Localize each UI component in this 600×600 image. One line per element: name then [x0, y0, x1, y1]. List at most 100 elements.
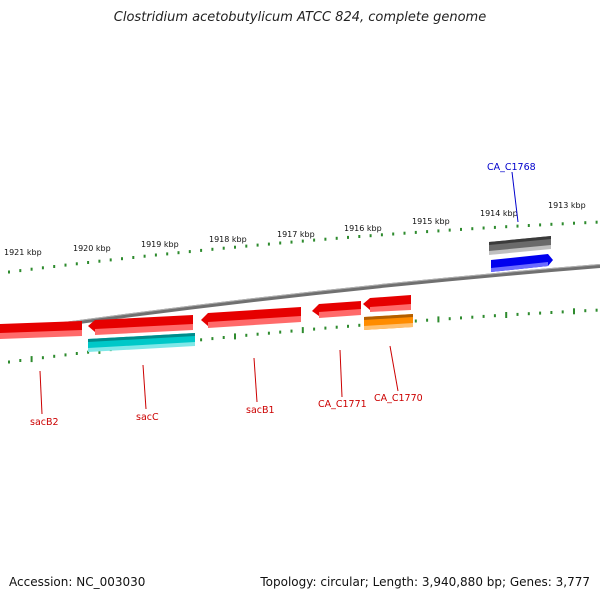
tick-mark: [527, 224, 530, 227]
tick-mark: [516, 224, 519, 228]
tick-mark: [482, 314, 485, 318]
leader-CA_C1771: [339, 349, 343, 398]
leader-sacB1: [253, 357, 258, 403]
tick-mark: [448, 317, 451, 321]
gene-label-CA_C1770[interactable]: CA_C1770: [374, 393, 423, 404]
tick-mark: [347, 235, 349, 239]
tick-mark: [222, 336, 225, 339]
tick-mark: [437, 316, 440, 323]
tick-mark: [301, 239, 304, 243]
tick-mark: [256, 243, 259, 247]
gene-sacB1-feature[interactable]: [201, 307, 301, 328]
tick-mark: [267, 242, 270, 246]
gene-sacC-feature[interactable]: [88, 315, 193, 335]
tick-mark: [493, 314, 496, 318]
tick-mark: [154, 253, 157, 257]
tick-mark: [324, 326, 327, 330]
tick-mark: [121, 257, 123, 261]
gene-label-CA_C1768[interactable]: CA_C1768: [487, 162, 536, 173]
tick-mark: [143, 254, 146, 258]
tick-mark: [279, 241, 282, 245]
tick-mark: [347, 324, 349, 328]
cds-CA_C1768-feature[interactable]: [491, 254, 553, 272]
tick-mark: [437, 229, 440, 233]
gene-CA_C1771-feature[interactable]: [312, 301, 361, 318]
tick-mark: [493, 225, 496, 229]
cds-sacC-feature[interactable]: [88, 333, 195, 352]
tick-mark: [234, 333, 236, 340]
leader-CA_C1768: [511, 171, 519, 223]
scale-label-1916: 1916 kbp: [344, 224, 382, 233]
tick-mark: [166, 252, 169, 256]
tick-mark: [482, 226, 485, 230]
tick-mark: [87, 350, 90, 354]
map-title: Clostridium acetobutylicum ATCC 824, com…: [113, 10, 487, 25]
tick-mark: [595, 308, 598, 312]
cds-CA_C1770-feature[interactable]: [364, 314, 413, 330]
tick-mark: [53, 265, 56, 268]
outer-tick-ring: [8, 220, 598, 274]
gene-CA_C1770-feature[interactable]: [363, 295, 411, 312]
tick-mark: [426, 318, 429, 322]
tick-mark: [41, 356, 44, 360]
tick-mark: [98, 259, 101, 263]
tick-mark: [245, 333, 248, 337]
tick-mark: [313, 238, 316, 242]
leader-CA_C1770: [389, 345, 399, 392]
tick-mark: [177, 251, 180, 255]
tick-mark: [471, 315, 474, 319]
gene-label-sacC[interactable]: sacC: [136, 412, 159, 423]
leader-sacB2: [39, 370, 43, 415]
tick-mark: [211, 337, 214, 341]
tick-mark: [290, 240, 293, 244]
tick-mark: [539, 311, 542, 315]
leader-sacC: [142, 364, 147, 410]
scale-label-1921: 1921 kbp: [4, 248, 42, 257]
tick-mark: [245, 244, 248, 248]
tick-mark: [516, 312, 519, 316]
tick-mark: [584, 221, 587, 225]
gene-sacB2-feature[interactable]: [0, 321, 82, 339]
tick-mark: [369, 234, 372, 238]
tick-mark: [561, 222, 564, 226]
tick-mark: [53, 354, 56, 358]
tick-mark: [313, 327, 316, 331]
tick-mark: [200, 248, 203, 252]
tick-mark: [550, 222, 553, 226]
gene-label-sacB1[interactable]: sacB1: [246, 405, 275, 416]
tick-mark: [550, 311, 553, 314]
scale-label-1918: 1918 kbp: [209, 235, 247, 244]
tick-mark: [188, 250, 191, 254]
tick-mark: [460, 227, 462, 231]
tick-mark: [505, 312, 508, 318]
tick-mark: [87, 261, 90, 264]
tick-mark: [584, 309, 587, 313]
tick-mark: [132, 256, 135, 259]
tick-mark: [573, 308, 575, 315]
tick-mark: [8, 360, 10, 364]
scale-label-1920: 1920 kbp: [73, 244, 111, 253]
tick-mark: [358, 323, 361, 327]
scale-label-1917: 1917 kbp: [277, 230, 315, 239]
scale-label-1914: 1914 kbp: [480, 209, 518, 218]
tick-mark: [335, 236, 338, 240]
tick-mark: [75, 262, 78, 266]
gene-CA_C1768-feature[interactable]: [489, 236, 551, 255]
tick-mark: [595, 220, 598, 224]
tick-mark: [30, 267, 33, 271]
tick-mark: [64, 353, 67, 357]
tick-mark: [335, 325, 338, 329]
tick-mark: [561, 310, 564, 314]
gene-label-sacB2[interactable]: sacB2: [30, 417, 59, 428]
tick-mark: [460, 316, 462, 320]
tick-mark: [267, 331, 270, 335]
gene-label-CA_C1771[interactable]: CA_C1771: [318, 399, 367, 410]
tick-mark: [290, 329, 293, 333]
tick-mark: [222, 246, 225, 250]
scale-label-1919: 1919 kbp: [141, 240, 179, 249]
tick-mark: [380, 233, 383, 237]
tick-mark: [64, 263, 67, 267]
tick-mark: [109, 258, 112, 262]
genome-summary-text: Topology: circular; Length: 3,940,880 bp…: [260, 575, 590, 589]
tick-mark: [573, 221, 575, 225]
